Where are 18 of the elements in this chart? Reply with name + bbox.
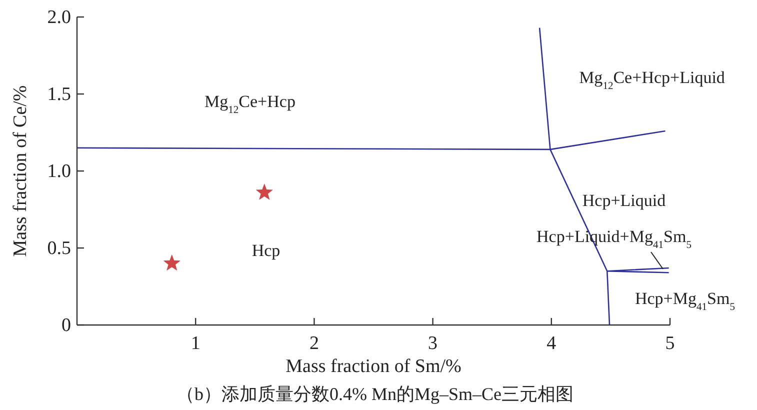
x-tick-label: 4 xyxy=(546,333,557,354)
y-tick-label: 1.0 xyxy=(47,161,71,182)
x-tick-label: 1 xyxy=(190,333,200,354)
annotation: Mg$_{12}$Ce+Hcp xyxy=(204,92,296,116)
annotation: Mg$_{12}$Ce+Hcp+Liquid xyxy=(579,68,726,92)
y-tick-label: 1.5 xyxy=(47,84,71,105)
x-tick-label: 3 xyxy=(428,333,438,354)
y-tick-label: 0.5 xyxy=(47,238,71,259)
annotation: Hcp+Liquid xyxy=(582,191,666,210)
annotation: Hcp+Mg$_{41}$Sm$_{5}$ xyxy=(634,289,736,312)
x-tick-label: 5 xyxy=(665,333,675,354)
annotation: Hcp xyxy=(252,241,280,260)
y-tick-label: 0 xyxy=(62,315,71,336)
x-tick-label: 2 xyxy=(309,333,319,354)
text: （b）添加质量分数0.4% Mn的Mg–Sm–Ce三元相图 xyxy=(176,384,574,404)
y-axis-title: Mass fraction of Ce/% xyxy=(10,85,31,257)
x-axis-title: Mass fraction of Sm/% xyxy=(286,356,462,377)
y-tick-label: 2.0 xyxy=(47,7,71,28)
